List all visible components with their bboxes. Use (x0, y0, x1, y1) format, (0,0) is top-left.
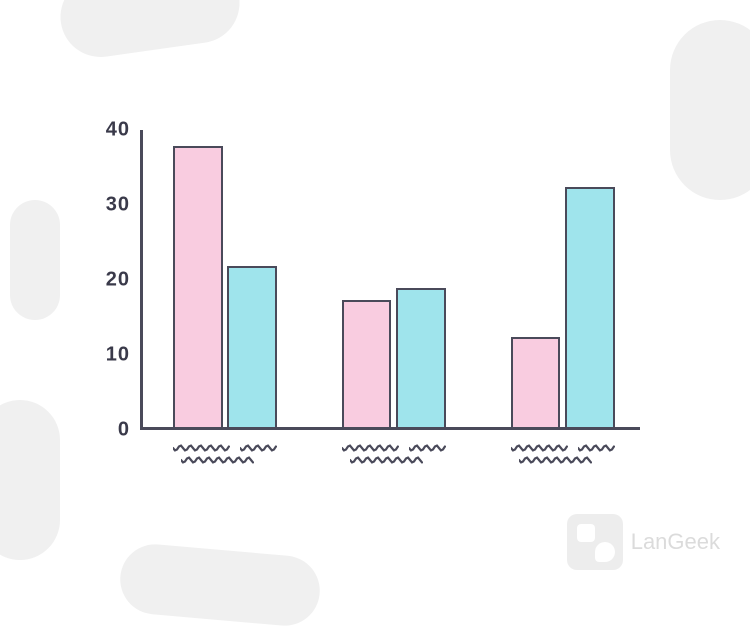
decorative-blob (0, 400, 60, 560)
bar (511, 337, 561, 427)
bar (342, 300, 392, 428)
langeek-logo-icon (567, 514, 623, 570)
bar (227, 266, 277, 427)
bar-chart: 010203040 (90, 130, 650, 470)
x-axis-squiggle-label (511, 441, 615, 455)
decorative-blob (670, 20, 750, 200)
x-axis-squiggle-label (173, 441, 277, 455)
decorative-blob (55, 0, 244, 62)
y-axis-tick-label: 0 (90, 419, 130, 442)
watermark-text: LanGeek (631, 529, 720, 555)
chart-plot-area (140, 130, 640, 430)
y-axis-tick-label: 40 (90, 119, 130, 142)
x-axis-squiggle-label (342, 441, 446, 455)
y-axis-tick-label: 10 (90, 344, 130, 367)
bar (173, 146, 223, 427)
bar (565, 187, 615, 427)
decorative-blob (117, 541, 322, 628)
y-axis-tick-label: 20 (90, 269, 130, 292)
decorative-blob (10, 200, 60, 320)
watermark: LanGeek (567, 514, 720, 570)
bar (396, 288, 446, 427)
y-axis-tick-label: 30 (90, 194, 130, 217)
